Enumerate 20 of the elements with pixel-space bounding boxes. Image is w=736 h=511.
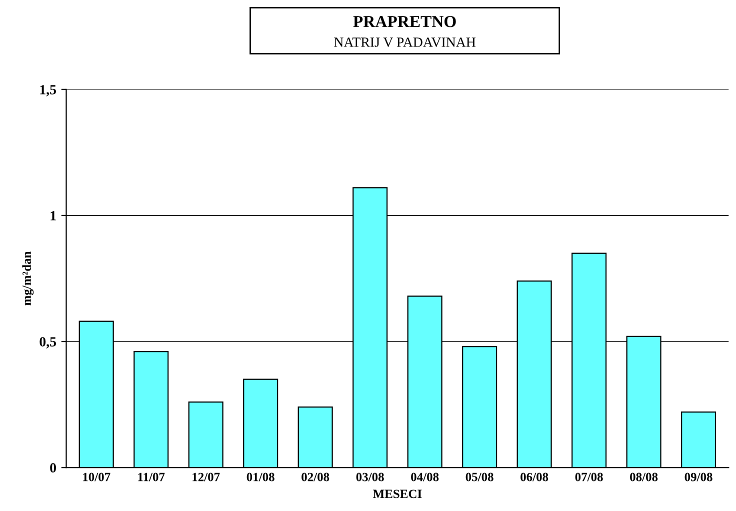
x-tick-label: 06/08 <box>520 472 548 482</box>
x-tick-label: 08/08 <box>630 472 658 482</box>
x-tick-label: 05/08 <box>466 472 494 482</box>
x-tick-label: 03/08 <box>356 472 384 482</box>
y-tick-label: 0 <box>50 463 56 473</box>
y-tick-label: 1,5 <box>40 85 56 96</box>
y-tick-label: 1 <box>50 211 56 220</box>
y-tick-label: 0,5 <box>40 337 56 348</box>
x-tick-label: 11/07 <box>138 472 165 482</box>
x-tick-label: 09/08 <box>684 472 712 482</box>
x-tick-label: 02/08 <box>302 472 330 482</box>
chart-subtitle: NATRIJ V PADAVINAH <box>334 38 476 47</box>
y-axis-title: mg/m²dan <box>22 251 34 306</box>
x-tick-label: 01/08 <box>246 472 274 482</box>
x-tick-label: 04/08 <box>411 472 439 482</box>
x-tick-label: 07/08 <box>575 472 603 482</box>
x-axis-title: MESECI <box>372 490 422 498</box>
chart-title: PRAPRETNO <box>353 16 456 28</box>
x-tick-label: 10/07 <box>83 472 110 482</box>
x-tick-label: 12/07 <box>192 472 220 482</box>
